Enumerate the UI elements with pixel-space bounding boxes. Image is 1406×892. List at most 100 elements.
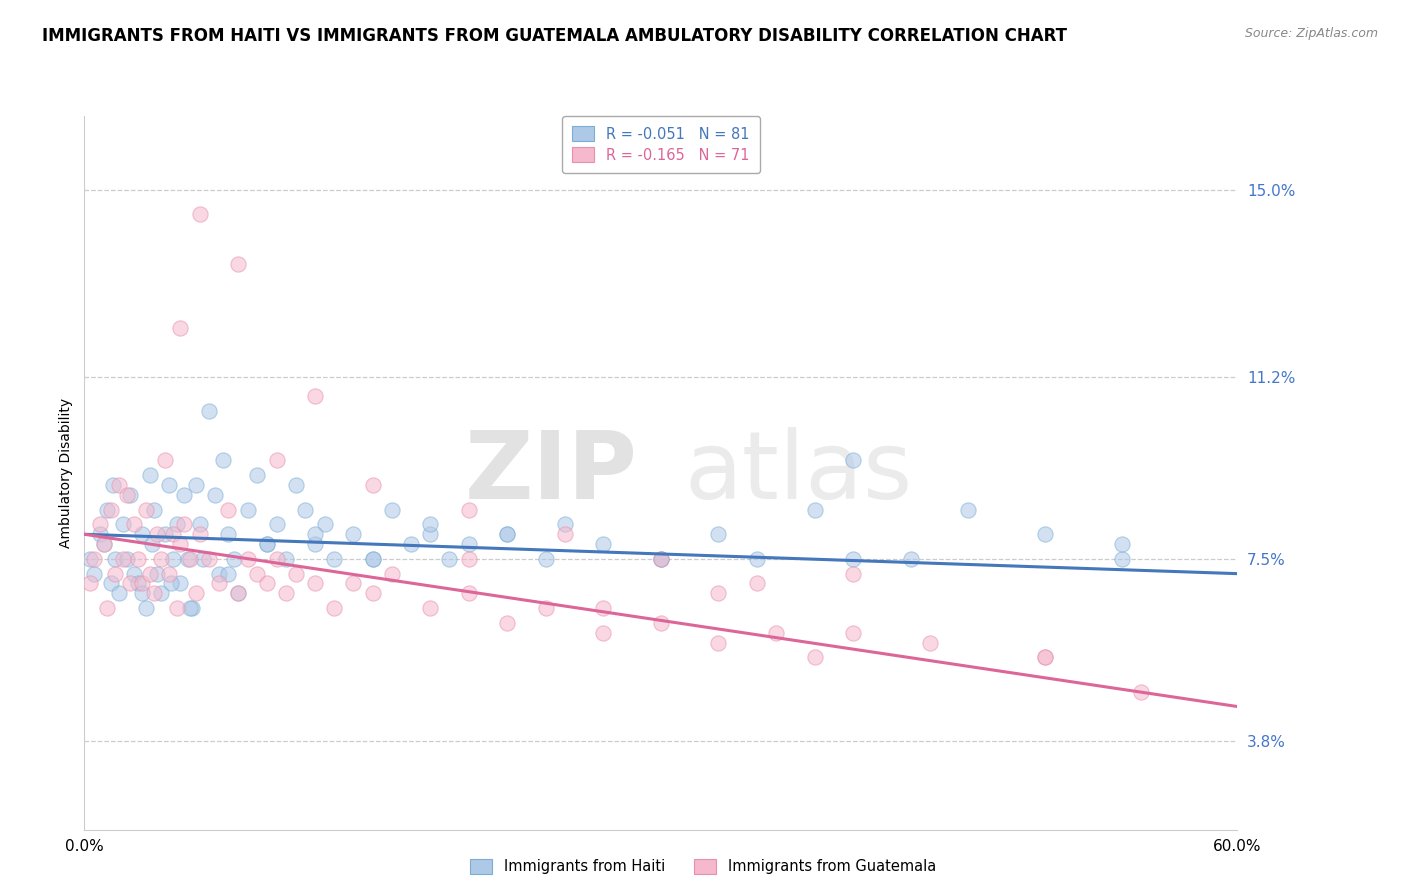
Point [120, 576, 142, 591]
Point [198, 404, 221, 418]
Legend: R = -0.051   N = 81, R = -0.165   N = 71: R = -0.051 N = 81, R = -0.165 N = 71 [562, 116, 759, 173]
Point [108, 478, 131, 492]
Point [218, 566, 240, 581]
Point [96, 601, 118, 615]
Point [650, 552, 672, 566]
Point [361, 478, 384, 492]
Point [169, 576, 191, 591]
Point [534, 552, 557, 566]
Point [79, 552, 101, 566]
Point [650, 615, 672, 630]
Point [1111, 552, 1133, 566]
Point [381, 566, 404, 581]
Point [169, 537, 191, 551]
Point [208, 566, 231, 581]
Point [745, 552, 768, 566]
Point [150, 552, 173, 566]
Point [314, 517, 336, 532]
Point [496, 527, 519, 541]
Point [496, 615, 519, 630]
Point [1033, 650, 1056, 665]
Point [342, 576, 364, 591]
Point [419, 527, 441, 541]
Point [218, 527, 240, 541]
Point [226, 586, 249, 600]
Point [79, 576, 101, 591]
Point [842, 625, 865, 640]
Point [111, 517, 134, 532]
Point [83, 566, 105, 581]
Point [150, 586, 173, 600]
Point [1033, 650, 1056, 665]
Point [592, 625, 614, 640]
Point [224, 552, 246, 566]
Point [361, 552, 384, 566]
Point [173, 488, 195, 502]
Point [83, 552, 105, 566]
Point [534, 601, 557, 615]
Point [124, 517, 146, 532]
Point [707, 635, 730, 649]
Point [592, 601, 614, 615]
Point [162, 527, 184, 541]
Point [803, 650, 825, 665]
Point [226, 257, 249, 271]
Point [294, 502, 316, 516]
Point [188, 527, 211, 541]
Point [745, 576, 768, 591]
Point [103, 478, 124, 492]
Point [138, 566, 160, 581]
Point [1033, 527, 1056, 541]
Point [104, 552, 127, 566]
Point [650, 552, 672, 566]
Legend: Immigrants from Haiti, Immigrants from Guatemala: Immigrants from Haiti, Immigrants from G… [464, 853, 942, 880]
Point [124, 566, 146, 581]
Point [496, 527, 519, 541]
Point [256, 537, 278, 551]
Point [181, 601, 204, 615]
Point [246, 566, 269, 581]
Point [803, 502, 825, 516]
Point [208, 576, 231, 591]
Point [127, 552, 149, 566]
Point [198, 552, 221, 566]
Point [246, 468, 269, 483]
Point [160, 576, 183, 591]
Point [304, 576, 326, 591]
Point [188, 517, 211, 532]
Point [179, 552, 201, 566]
Point [89, 517, 111, 532]
Point [554, 527, 576, 541]
Point [266, 453, 288, 467]
Point [650, 552, 672, 566]
Point [193, 552, 215, 566]
Point [211, 453, 233, 467]
Point [457, 502, 479, 516]
Point [765, 625, 787, 640]
Point [256, 576, 278, 591]
Point [146, 566, 169, 581]
Point [304, 527, 326, 541]
Point [342, 527, 364, 541]
Point [135, 601, 157, 615]
Point [142, 502, 165, 516]
Point [173, 517, 195, 532]
Point [361, 552, 384, 566]
Point [153, 527, 176, 541]
Point [157, 566, 180, 581]
Point [276, 586, 298, 600]
Y-axis label: Ambulatory Disability: Ambulatory Disability [59, 398, 73, 548]
Point [153, 453, 176, 467]
Point [115, 552, 138, 566]
Point [89, 527, 111, 541]
Point [842, 566, 865, 581]
Point [592, 537, 614, 551]
Point [104, 566, 127, 581]
Point [266, 517, 288, 532]
Point [457, 537, 479, 551]
Point [323, 552, 346, 566]
Point [184, 478, 207, 492]
Point [166, 517, 188, 532]
Point [179, 601, 201, 615]
Point [188, 207, 211, 221]
